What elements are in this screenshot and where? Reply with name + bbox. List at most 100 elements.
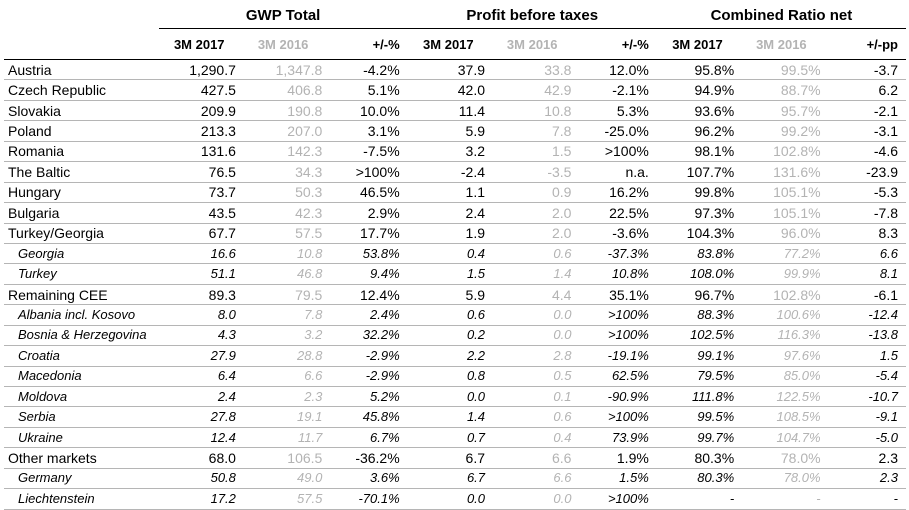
table-cell: 42.9 xyxy=(489,79,576,101)
table-cell: 0.0 xyxy=(407,386,490,408)
table-cell: 0.4 xyxy=(489,427,576,449)
group-header-row: GWP Total Profit before taxes Combined R… xyxy=(4,2,906,29)
table-cell: 16.6 xyxy=(158,243,240,265)
table-cell: 95.7% xyxy=(738,100,825,122)
table-cell: -37.3% xyxy=(575,243,657,265)
table-cell: 79.5 xyxy=(239,284,327,306)
table-cell: 11.4 xyxy=(407,100,490,122)
row-label: Moldova xyxy=(4,386,159,408)
table-cell: 1.4 xyxy=(407,406,490,428)
table-cell: 99.8% xyxy=(656,182,739,204)
table-cell: 96.0% xyxy=(738,223,825,244)
table-cell: 57.5 xyxy=(239,223,327,244)
table-cell: -7.8 xyxy=(824,202,906,224)
table-cell: 76.5 xyxy=(158,161,240,183)
table-cell: -2.1% xyxy=(575,79,657,101)
table-cell: 49.0 xyxy=(239,468,327,490)
table-cell: 17.7% xyxy=(326,223,408,244)
row-label: The Baltic xyxy=(4,161,159,183)
corner-cell xyxy=(4,2,159,29)
table-cell: 62.5% xyxy=(575,366,657,388)
table-row-sub: Turkey 51.1 46.8 9.4% 1.5 1.4 10.8% 108.0% 99.9%… xyxy=(4,263,906,285)
table-row-sub: Serbia 27.8 19.1 45.8% 1.4 0.6 >100% 99.5% 108.5… xyxy=(4,406,906,428)
row-label: Bulgaria xyxy=(4,202,159,224)
table-cell: 0.0 xyxy=(489,325,576,347)
table-cell: 105.1% xyxy=(738,182,825,204)
table-cell: -2.1 xyxy=(824,100,906,122)
table-cell: 53.8% xyxy=(326,243,408,265)
table-cell: -5.0 xyxy=(824,427,906,449)
table-cell: 73.7 xyxy=(158,182,240,204)
table-cell: 0.0 xyxy=(489,304,576,326)
table-cell: -19.1% xyxy=(575,345,657,367)
table-cell: 5.9 xyxy=(407,284,490,306)
table-cell: 0.7 xyxy=(407,427,490,449)
table-cell: 98.1% xyxy=(656,141,739,163)
table-cell: 10.8 xyxy=(239,243,327,265)
col-header-profit-2016: 3M 2016 xyxy=(489,28,576,60)
row-label: Remaining CEE xyxy=(4,284,159,306)
table-cell: 142.3 xyxy=(239,141,327,163)
table-cell: 213.3 xyxy=(158,120,240,142)
table-cell: 1.9 xyxy=(407,223,490,244)
table-cell: -90.9% xyxy=(575,386,657,408)
table-cell: 28.8 xyxy=(239,345,327,367)
table-cell: 10.8% xyxy=(575,263,657,285)
table-row-sub: Croatia 27.9 28.8 -2.9% 2.2 2.8 -19.1% 99.1% 97.… xyxy=(4,345,906,367)
table-cell: 9.4% xyxy=(326,263,408,285)
table-cell: 105.1% xyxy=(738,202,825,224)
row-label: Czech Republic xyxy=(4,79,159,101)
table-row: The Baltic 76.5 34.3 >100% -2.4 -3.5 n.a. 107.7… xyxy=(4,161,906,183)
table-cell: 1,290.7 xyxy=(158,59,240,81)
table-cell: -2.9% xyxy=(326,345,408,367)
table-cell: 50.3 xyxy=(239,182,327,204)
table-cell: -70.1% xyxy=(326,488,408,510)
col-header-gwp-change: +/-% xyxy=(326,28,408,60)
col-header-profit-2017: 3M 2017 xyxy=(407,28,490,60)
row-label: Serbia xyxy=(4,406,159,428)
row-label: Turkey xyxy=(4,263,159,285)
table-cell: 6.6 xyxy=(824,243,906,265)
table-cell: 83.8% xyxy=(656,243,739,265)
table-cell: 1,347.8 xyxy=(239,59,327,81)
table-cell: >100% xyxy=(575,406,657,428)
table-cell: 99.2% xyxy=(738,120,825,142)
table-cell: 57.5 xyxy=(239,488,327,510)
table-cell: >100% xyxy=(575,488,657,510)
table-cell: 2.8 xyxy=(489,345,576,367)
table-row-sub: Ukraine 12.4 11.7 6.7% 0.7 0.4 73.9% 99.7% 104.7… xyxy=(4,427,906,449)
table-cell: 43.5 xyxy=(158,202,240,224)
table-cell: 2.2 xyxy=(407,345,490,367)
table-cell: 3.2 xyxy=(407,141,490,163)
table-cell: 16.2% xyxy=(575,182,657,204)
table-cell: 78.0% xyxy=(738,468,825,490)
table-cell: 8.0 xyxy=(158,304,240,326)
table-cell: 131.6 xyxy=(158,141,240,163)
table-cell: 2.0 xyxy=(489,223,576,244)
table-cell: 3.2 xyxy=(239,325,327,347)
table-cell: -7.5% xyxy=(326,141,408,163)
table-cell: 2.9% xyxy=(326,202,408,224)
row-label: Ukraine xyxy=(4,427,159,449)
table-cell: 99.5% xyxy=(656,406,739,428)
row-label-header xyxy=(4,28,159,60)
table-cell: -25.0% xyxy=(575,120,657,142)
table-cell: -5.4 xyxy=(824,366,906,388)
group-header-profit: Profit before taxes xyxy=(466,6,599,24)
table-cell: -13.8 xyxy=(824,325,906,347)
table-row-sub: Macedonia 6.4 6.6 -2.9% 0.8 0.5 62.5% 79.5% 85.0… xyxy=(4,366,906,388)
table-cell: 207.0 xyxy=(239,120,327,142)
results-table: GWP Total Profit before taxes Combined R… xyxy=(4,2,906,510)
table-row: Hungary 73.7 50.3 46.5% 1.1 0.9 16.2% 99.8% 105.… xyxy=(4,182,906,204)
table-cell: 6.2 xyxy=(824,79,906,101)
col-header-gwp-2016: 3M 2016 xyxy=(239,28,327,60)
table-cell: -2.4 xyxy=(407,161,490,183)
table-cell: 34.3 xyxy=(239,161,327,183)
row-label: Macedonia xyxy=(4,366,159,388)
table-cell: 19.1 xyxy=(239,406,327,428)
table-cell: 6.7% xyxy=(326,427,408,449)
table-cell: 102.8% xyxy=(738,141,825,163)
table-cell: 10.8 xyxy=(489,100,576,122)
table-cell: 0.8 xyxy=(407,366,490,388)
table-cell: 6.7 xyxy=(407,468,490,490)
